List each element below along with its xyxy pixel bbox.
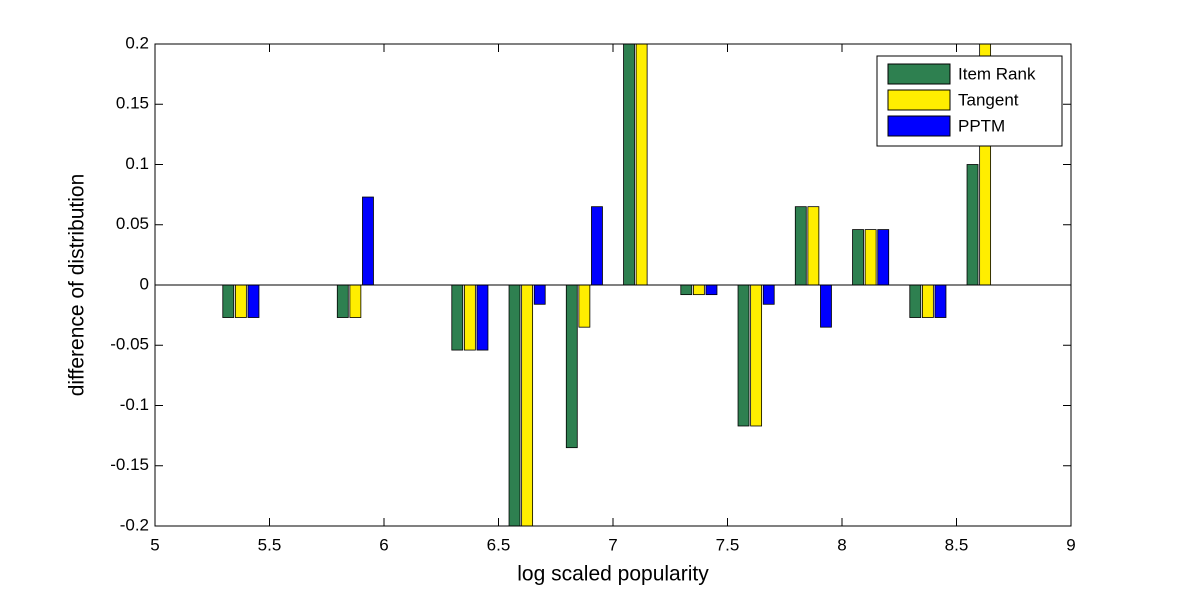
bar bbox=[533, 284, 546, 305]
bar bbox=[336, 284, 349, 318]
bar bbox=[623, 44, 635, 286]
bar bbox=[852, 229, 864, 286]
bar bbox=[463, 284, 476, 351]
bar bbox=[705, 284, 718, 296]
x-tick-label: 6.5 bbox=[487, 535, 511, 554]
x-tick-label: 7 bbox=[608, 535, 617, 554]
x-axis-label: log scaled popularity bbox=[517, 563, 709, 586]
y-tick-label: -0.2 bbox=[120, 515, 149, 534]
y-axis-label: difference of distribution bbox=[66, 174, 89, 397]
bar bbox=[234, 284, 247, 318]
bar bbox=[521, 284, 534, 526]
bar bbox=[794, 206, 807, 286]
bar bbox=[921, 284, 934, 318]
bar bbox=[635, 44, 648, 286]
x-tick-label: 7.5 bbox=[716, 535, 740, 554]
x-tick-label: 5 bbox=[150, 535, 159, 554]
bar bbox=[451, 284, 464, 351]
bar bbox=[762, 284, 775, 305]
bar bbox=[877, 229, 890, 286]
bar bbox=[247, 284, 260, 318]
y-tick-label: 0 bbox=[140, 274, 149, 293]
bar bbox=[565, 284, 578, 449]
bar bbox=[737, 284, 750, 427]
legend-swatch bbox=[887, 89, 951, 111]
bar bbox=[864, 229, 877, 286]
bar bbox=[966, 164, 979, 286]
bar bbox=[909, 284, 922, 318]
y-tick-label: 0.2 bbox=[125, 33, 149, 52]
bar bbox=[807, 206, 820, 286]
x-tick-label: 8 bbox=[837, 535, 846, 554]
bar bbox=[476, 284, 489, 351]
bar bbox=[820, 284, 832, 328]
bars bbox=[155, 44, 1071, 526]
bar bbox=[591, 206, 603, 286]
bar bbox=[349, 284, 362, 318]
legend-label: Tangent bbox=[958, 90, 1019, 109]
y-tick-label: -0.1 bbox=[120, 395, 149, 414]
legend-swatch bbox=[887, 115, 951, 137]
bar bbox=[934, 284, 947, 318]
y-tick-label: 0.05 bbox=[116, 214, 149, 233]
bar bbox=[362, 196, 374, 286]
y-tick-label: 0.1 bbox=[125, 154, 149, 173]
y-tick-label: -0.15 bbox=[110, 455, 149, 474]
legend-swatch bbox=[887, 63, 951, 85]
legend-label: Item Rank bbox=[958, 64, 1036, 83]
x-tick-label: 5.5 bbox=[258, 535, 282, 554]
x-tick-label: 8.5 bbox=[945, 535, 969, 554]
bar bbox=[750, 284, 763, 427]
x-tick-label: 9 bbox=[1066, 535, 1075, 554]
bar bbox=[578, 284, 591, 328]
bar bbox=[692, 284, 705, 296]
bar bbox=[508, 284, 521, 526]
y-tick-label: -0.05 bbox=[110, 335, 149, 354]
bar bbox=[680, 284, 693, 296]
x-tick-label: 6 bbox=[379, 535, 388, 554]
y-tick-label: 0.15 bbox=[116, 94, 149, 113]
legend-label: PPTM bbox=[958, 116, 1005, 135]
bar bbox=[222, 284, 235, 318]
